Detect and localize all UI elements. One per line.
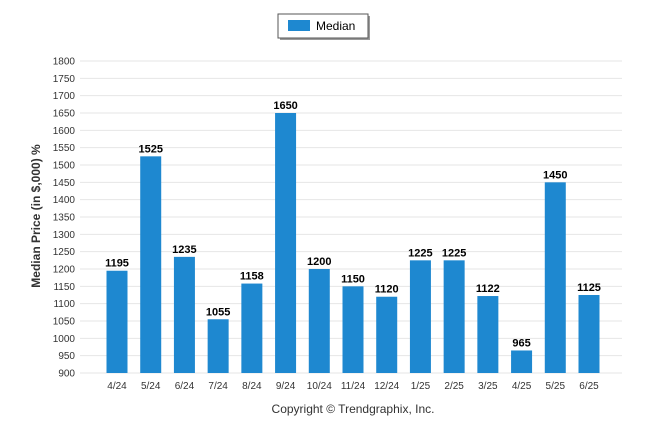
x-tick-label: 1/25 <box>411 381 431 392</box>
x-tick-label: 5/24 <box>141 381 161 392</box>
bar-10-24 <box>308 269 330 373</box>
data-label: 1225 <box>442 247 466 259</box>
y-tick-label: 1250 <box>53 247 76 258</box>
y-tick-label: 900 <box>58 369 75 380</box>
data-label: 1158 <box>240 271 264 283</box>
y-tick-label: 1800 <box>53 57 76 68</box>
y-tick-label: 1650 <box>53 109 76 120</box>
data-label: 1125 <box>577 282 601 294</box>
legend-swatch <box>288 20 310 31</box>
bar-11-24 <box>342 286 364 373</box>
y-tick-label: 1550 <box>53 143 76 154</box>
bar-5-25 <box>544 182 566 373</box>
bar-5-24 <box>140 156 162 373</box>
data-label: 1200 <box>307 256 331 268</box>
y-tick-label: 1600 <box>53 126 76 137</box>
y-tick-label: 1200 <box>53 265 76 276</box>
x-tick-label: 9/24 <box>276 381 296 392</box>
y-tick-label: 1750 <box>53 74 76 85</box>
x-tick-label: 2/25 <box>444 381 464 392</box>
x-tick-label: 12/24 <box>374 381 399 392</box>
legend-label: Median <box>316 19 355 33</box>
x-tick-label: 8/24 <box>242 381 262 392</box>
x-tick-label: 6/25 <box>579 381 599 392</box>
bars: 1195 1525 1235 1055 1158 1650 1200 1150 1120 1225… <box>105 100 601 373</box>
data-label: 1450 <box>543 169 567 181</box>
y-tick-label: 1450 <box>53 178 76 189</box>
x-tick-label: 4/25 <box>512 381 532 392</box>
x-axis-ticks: 4/24 5/24 6/24 7/24 8/24 9/24 10/24 11/24 12/24 1… <box>107 381 599 392</box>
y-tick-label: 1500 <box>53 161 76 172</box>
data-label: 1650 <box>273 100 297 112</box>
bar-8-24 <box>241 283 263 373</box>
bar-3-25 <box>477 296 499 373</box>
y-tick-label: 1000 <box>53 334 76 345</box>
data-label: 1225 <box>408 247 432 259</box>
x-tick-label: 4/24 <box>107 381 127 392</box>
y-tick-label: 1150 <box>53 282 75 293</box>
y-tick-label: 1100 <box>53 299 75 310</box>
x-tick-label: 7/24 <box>208 381 228 392</box>
y-tick-label: 1400 <box>53 195 76 206</box>
data-label: 1235 <box>172 244 196 256</box>
copyright-text: Copyright © Trendgraphix, Inc. <box>272 402 435 416</box>
data-label: 1055 <box>206 306 230 318</box>
bar-7-24 <box>207 319 229 373</box>
data-label: 1525 <box>138 143 162 155</box>
data-label: 1120 <box>375 284 399 296</box>
bar-1-25 <box>409 260 431 373</box>
y-axis-title: Median Price (in $,000) % <box>29 144 43 288</box>
x-tick-label: 10/24 <box>307 381 332 392</box>
bar-9-24 <box>275 113 297 373</box>
y-tick-label: 1700 <box>53 91 76 102</box>
bar-2-25 <box>443 260 465 373</box>
data-label: 1150 <box>341 273 365 285</box>
bar-4-24 <box>106 270 128 373</box>
bar-6-25 <box>578 295 600 373</box>
y-axis-ticks: 900 950 1000 1050 1100 1150 1200 1250 1300 1350 14… <box>53 57 76 380</box>
y-tick-label: 950 <box>58 351 75 362</box>
y-tick-label: 1300 <box>53 230 76 241</box>
data-label: 1195 <box>105 258 129 270</box>
data-label: 965 <box>512 337 530 349</box>
x-tick-label: 11/24 <box>341 381 366 392</box>
x-tick-label: 5/25 <box>546 381 566 392</box>
bar-4-25 <box>511 350 533 373</box>
y-tick-label: 1050 <box>53 317 76 328</box>
legend: Median <box>277 13 370 40</box>
gridlines <box>80 60 622 374</box>
bar-6-24 <box>173 256 195 373</box>
y-tick-label: 1350 <box>53 213 76 224</box>
x-tick-label: 6/24 <box>175 381 195 392</box>
x-tick-label: 3/25 <box>478 381 498 392</box>
data-label: 1122 <box>476 283 500 295</box>
bar-12-24 <box>376 296 398 373</box>
